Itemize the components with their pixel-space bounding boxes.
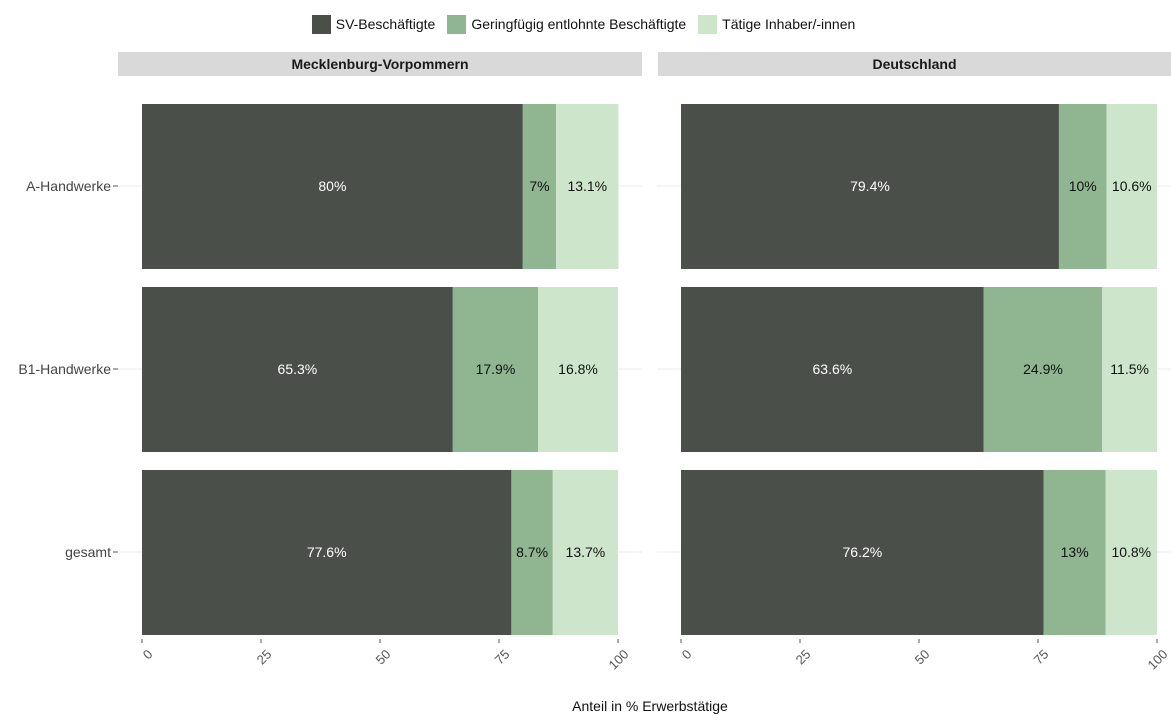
legend-item-inhaber: Tätige Inhaber/-innen xyxy=(698,14,856,34)
x-tick-label: 75 xyxy=(1031,647,1052,668)
legend-label-inhaber: Tätige Inhaber/-innen xyxy=(722,16,856,32)
x-tick-label: 100 xyxy=(1144,647,1170,673)
panel-strip xyxy=(118,52,642,76)
x-tick-label: 50 xyxy=(373,647,394,668)
bar-segment xyxy=(1058,104,1107,269)
data-label: 10.8% xyxy=(1111,544,1151,560)
y-tick-label: B1-Handwerke xyxy=(18,361,111,377)
data-label: 63.6% xyxy=(813,361,853,377)
data-label: 65.3% xyxy=(278,361,318,377)
legend-label-sv: SV-Beschäftigte xyxy=(335,16,436,32)
y-tick-label: A-Handwerke xyxy=(26,178,111,194)
bar-segment xyxy=(1043,470,1106,635)
legend: SV-Beschäftigte Geringfügig entlohnte Be… xyxy=(0,13,1171,35)
bar-segment xyxy=(681,287,984,452)
bar-segment xyxy=(142,287,453,452)
data-label: 77.6% xyxy=(307,544,347,560)
panel-title: Mecklenburg-Vorpommern xyxy=(291,56,468,72)
data-label: 76.2% xyxy=(843,544,883,560)
data-label: 13% xyxy=(1061,544,1089,560)
legend-swatch-inhaber xyxy=(698,14,718,34)
bar-segment xyxy=(522,104,557,269)
data-label: 16.8% xyxy=(558,361,598,377)
data-label: 17.9% xyxy=(476,361,516,377)
legend-label-geringfuegig: Geringfügig entlohnte Beschäftigte xyxy=(471,16,687,32)
panel-title: Deutschland xyxy=(872,56,956,72)
x-tick-label: 25 xyxy=(254,647,275,668)
data-label: 10% xyxy=(1069,178,1097,194)
bar-segment xyxy=(1102,287,1157,452)
data-label: 79.4% xyxy=(850,178,890,194)
data-label: 13.7% xyxy=(566,544,606,560)
bar-segment xyxy=(983,287,1103,452)
y-tick-label: gesamt xyxy=(65,544,111,560)
data-label: 10.6% xyxy=(1112,178,1152,194)
data-label: 13.1% xyxy=(567,178,607,194)
legend-swatch-geringfuegig xyxy=(447,14,467,34)
bar-segment xyxy=(552,470,618,635)
bar-segment xyxy=(142,470,512,635)
x-tick-label: 0 xyxy=(140,647,156,663)
x-tick-label: 25 xyxy=(793,647,814,668)
data-label: 24.9% xyxy=(1023,361,1063,377)
bar-segment xyxy=(681,470,1044,635)
x-tick-label: 75 xyxy=(492,647,513,668)
legend-swatch-sv xyxy=(311,14,331,34)
bar-segment xyxy=(142,104,523,269)
data-label: 7% xyxy=(529,178,549,194)
bar-segment xyxy=(556,104,619,269)
bar-segment xyxy=(452,287,539,452)
x-tick-label: 0 xyxy=(679,647,695,663)
bar-segment xyxy=(1106,104,1157,269)
data-label: 80% xyxy=(318,178,346,194)
legend-item-geringfuegig: Geringfügig entlohnte Beschäftigte xyxy=(447,14,687,34)
panel-strip xyxy=(658,52,1171,76)
data-label: 8.7% xyxy=(516,544,548,560)
legend-item-sv: SV-Beschäftigte xyxy=(311,14,436,34)
x-tick-label: 50 xyxy=(912,647,933,668)
bar-segment xyxy=(1105,470,1157,635)
x-axis-label: Anteil in % Erwerbstätige xyxy=(572,698,728,714)
x-tick-label: 100 xyxy=(605,647,631,673)
bar-segment xyxy=(538,287,618,452)
bar-segment xyxy=(511,470,553,635)
data-label: 11.5% xyxy=(1110,361,1149,377)
bar-segment xyxy=(681,104,1059,269)
